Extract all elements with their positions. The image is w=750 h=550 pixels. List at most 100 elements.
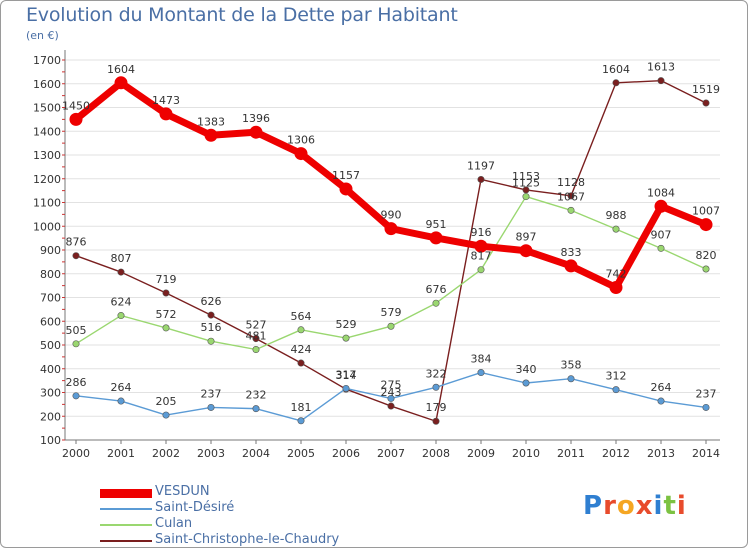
data-point	[612, 386, 620, 394]
data-label: 820	[696, 249, 717, 262]
data-label: 1604	[107, 63, 135, 76]
data-point	[612, 225, 620, 233]
legend-swatch	[100, 524, 152, 526]
y-tick-label: 100	[40, 434, 61, 447]
data-point	[477, 369, 485, 377]
data-point	[657, 77, 665, 85]
data-label: 243	[381, 386, 402, 399]
y-tick-label: 1700	[33, 54, 61, 67]
x-tick-label: 2005	[287, 447, 315, 460]
data-point	[162, 411, 170, 419]
legend-label: Culan	[155, 516, 193, 531]
data-point	[702, 265, 710, 273]
data-point	[432, 383, 440, 391]
y-tick-label: 300	[40, 387, 61, 400]
data-label: 264	[111, 381, 132, 394]
data-label: 358	[561, 359, 582, 372]
data-point	[477, 175, 485, 183]
data-label: 1613	[647, 61, 675, 74]
data-label: 564	[291, 310, 312, 323]
logo-letter: i	[676, 491, 687, 521]
data-point	[522, 379, 530, 387]
data-label: 897	[516, 231, 537, 244]
data-point	[387, 394, 395, 402]
legend-item: VESDUN	[100, 484, 420, 501]
data-label: 179	[426, 401, 447, 414]
data-label: 205	[156, 395, 177, 408]
x-tick-label: 2011	[557, 447, 585, 460]
legend-label: Saint-Christophe-le-Chaudry	[155, 532, 340, 547]
data-label: 1519	[692, 83, 720, 96]
data-label: 951	[426, 218, 447, 231]
data-label: 1157	[332, 169, 360, 182]
data-label: 275	[381, 378, 402, 391]
data-label: 876	[66, 236, 87, 249]
data-point	[567, 375, 575, 383]
data-label: 516	[201, 321, 222, 334]
data-label: 237	[696, 387, 717, 400]
data-point	[519, 244, 533, 258]
data-point	[657, 397, 665, 405]
x-tick-label: 2000	[62, 447, 90, 460]
logo-letter: i	[653, 491, 664, 521]
legend-item: Saint-Désiré	[100, 500, 420, 517]
data-label: 719	[156, 273, 177, 286]
legend-swatch	[100, 508, 152, 510]
data-label: 322	[426, 367, 447, 380]
data-label: 1084	[647, 186, 675, 199]
data-label: 907	[651, 228, 672, 241]
data-point	[384, 222, 398, 236]
data-point	[207, 403, 215, 411]
data-point	[162, 289, 170, 297]
y-tick-label: 800	[40, 268, 61, 281]
x-tick-label: 2006	[332, 447, 360, 460]
data-point	[114, 76, 128, 90]
y-tick-label: 400	[40, 363, 61, 376]
data-point	[69, 112, 83, 126]
data-label: 579	[381, 306, 402, 319]
chart-subtitle: (en €)	[26, 29, 59, 42]
data-point	[117, 397, 125, 405]
data-point	[297, 326, 305, 334]
data-point	[72, 392, 80, 400]
y-tick-label: 1600	[33, 78, 61, 91]
data-label: 181	[291, 401, 312, 414]
data-label: 286	[66, 376, 87, 389]
data-label: 314	[336, 369, 357, 382]
legend-item: Culan	[100, 516, 420, 533]
data-point	[522, 193, 530, 201]
data-label: 1473	[152, 94, 180, 107]
data-label: 481	[246, 330, 267, 343]
data-point	[387, 322, 395, 330]
data-label: 572	[156, 308, 177, 321]
data-label: 807	[111, 252, 132, 265]
x-tick-label: 2003	[197, 447, 225, 460]
legend-swatch	[100, 489, 152, 498]
data-label: 833	[561, 246, 582, 259]
legend-swatch	[100, 540, 152, 542]
data-point	[702, 403, 710, 411]
data-point	[207, 311, 215, 319]
data-label: 1383	[197, 115, 225, 128]
data-label: 742	[606, 268, 627, 281]
data-label: 1396	[242, 112, 270, 125]
data-point	[699, 218, 713, 232]
legend-item: Saint-Christophe-le-Chaudry	[100, 532, 420, 549]
x-tick-label: 2007	[377, 447, 405, 460]
x-tick-label: 2002	[152, 447, 180, 460]
data-label: 1007	[692, 205, 720, 218]
proxiti-logo: Proxiti	[583, 491, 687, 521]
x-tick-label: 2009	[467, 447, 495, 460]
x-tick-label: 2014	[692, 447, 720, 460]
legend-label: VESDUN	[155, 484, 210, 499]
x-tick-label: 2013	[647, 447, 675, 460]
data-point	[159, 107, 173, 121]
y-tick-label: 1200	[33, 173, 61, 186]
logo-letter: o	[616, 491, 636, 521]
data-point	[252, 335, 260, 343]
data-point	[72, 252, 80, 260]
data-point	[474, 239, 488, 253]
chart-title: Evolution du Montant de la Dette par Hab…	[26, 4, 458, 26]
